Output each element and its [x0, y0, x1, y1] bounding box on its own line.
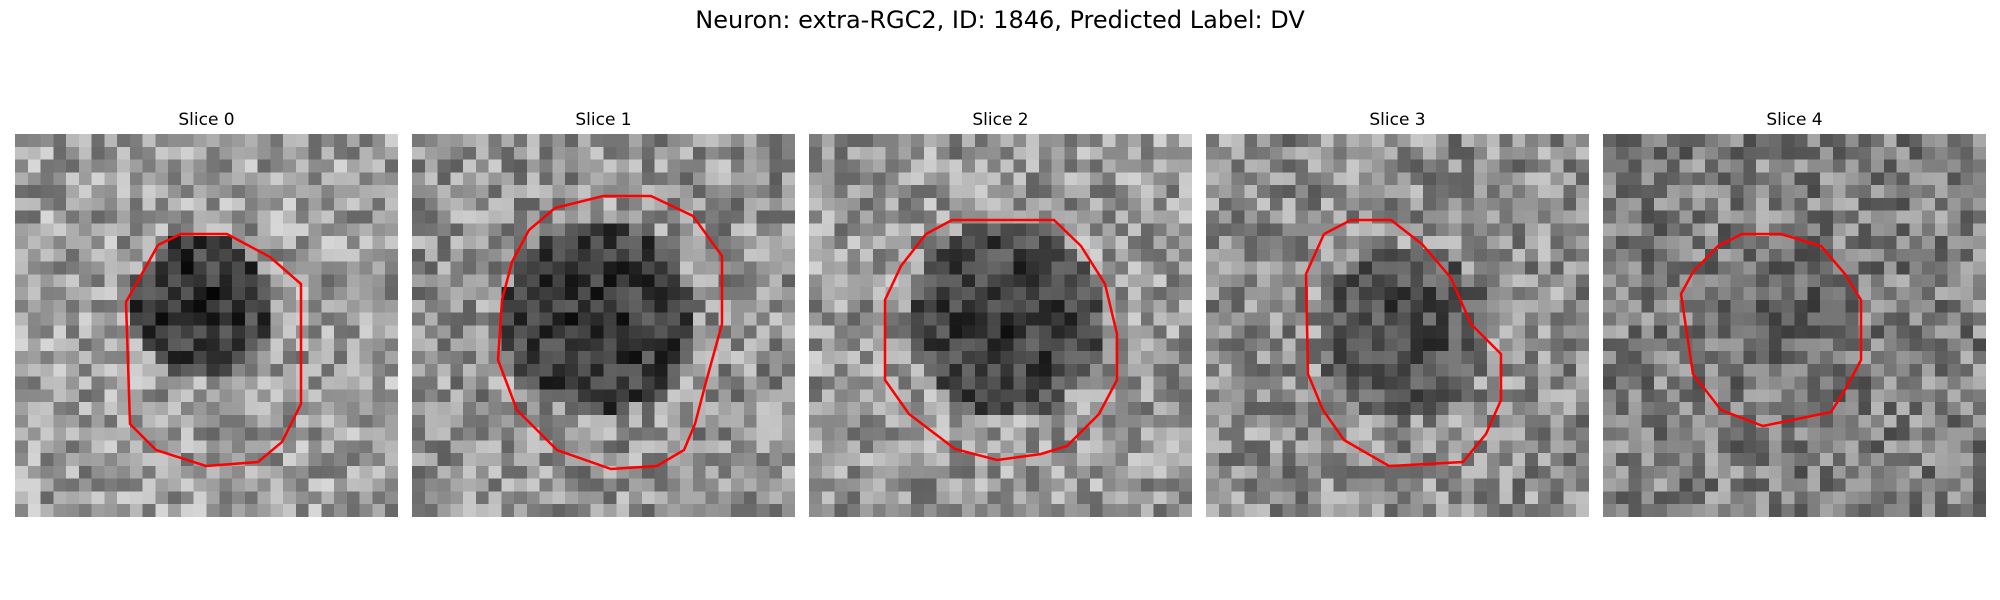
roi-contour [1679, 232, 1863, 428]
contour-line [124, 232, 303, 468]
slice-pixels [1206, 134, 1589, 517]
contour-line [1304, 218, 1503, 468]
contour-line [1679, 232, 1863, 428]
slice-pixels [15, 134, 398, 517]
slice-image [15, 134, 398, 517]
contour-line [496, 194, 724, 471]
slice-title: Slice 0 [178, 110, 235, 130]
slice-title: Slice 3 [1369, 110, 1426, 130]
slice-image [1206, 134, 1589, 517]
slice-pixels [1603, 134, 1986, 517]
slice-title: Slice 1 [575, 110, 632, 130]
figure-title: Neuron: extra-RGC2, ID: 1846, Predicted … [695, 6, 1305, 34]
slice-pixels [809, 134, 1192, 517]
roi-contour [1304, 218, 1503, 468]
slice-pixels [412, 134, 795, 517]
slice-image [1603, 134, 1986, 517]
contour-line [883, 218, 1119, 462]
roi-contour [883, 218, 1119, 462]
slice-image [809, 134, 1192, 517]
slice-title: Slice 4 [1766, 110, 1823, 130]
slice-title: Slice 2 [972, 110, 1029, 130]
slice-image [412, 134, 795, 517]
roi-contour [496, 194, 724, 471]
roi-contour [124, 232, 303, 468]
